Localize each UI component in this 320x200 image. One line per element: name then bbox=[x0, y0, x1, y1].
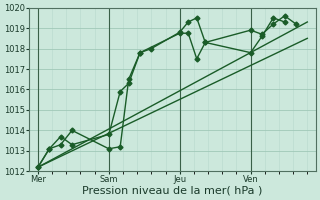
X-axis label: Pression niveau de la mer( hPa ): Pression niveau de la mer( hPa ) bbox=[83, 186, 263, 196]
